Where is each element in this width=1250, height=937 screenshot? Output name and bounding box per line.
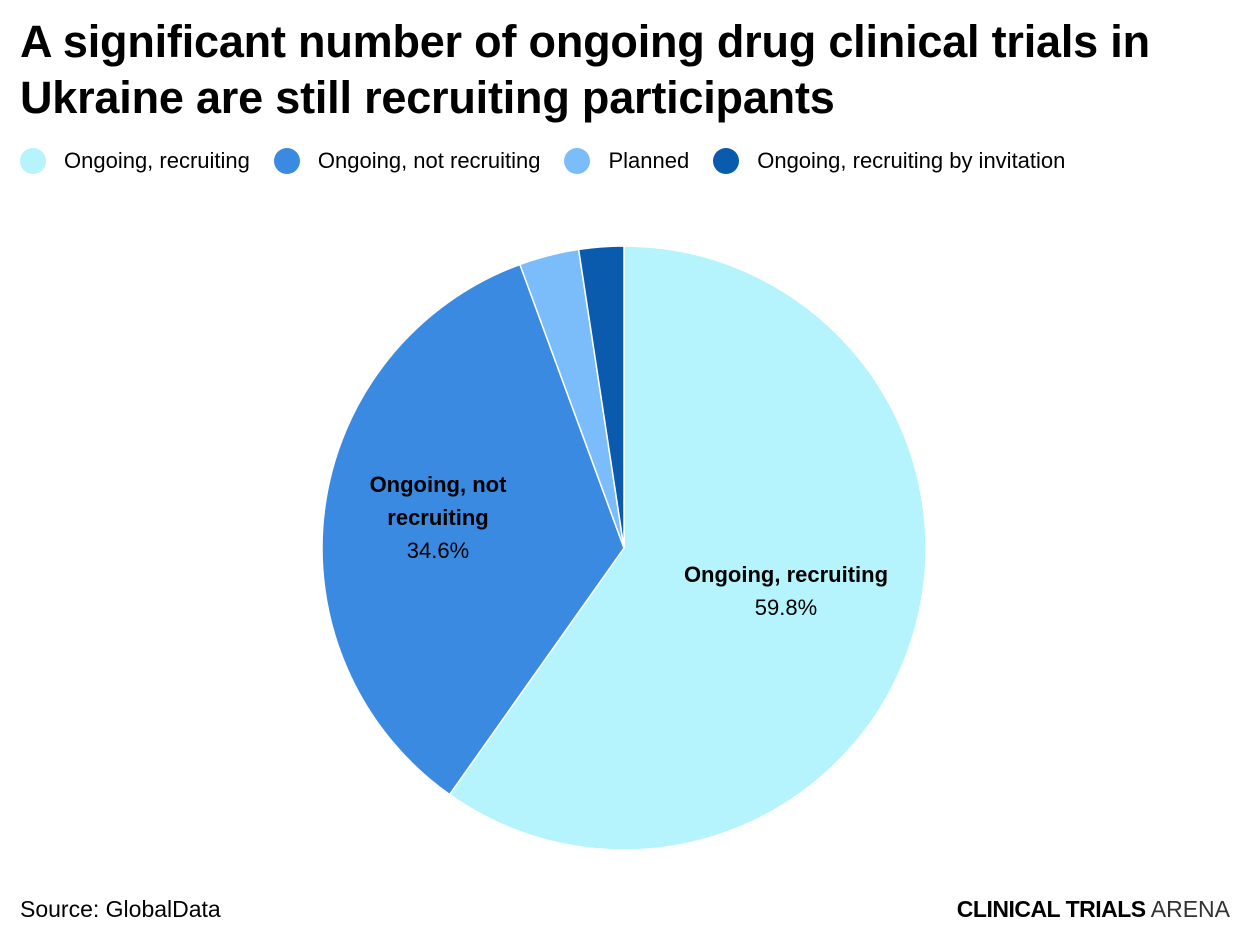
- legend-item: Ongoing, not recruiting: [273, 148, 541, 174]
- pie-slice: [577, 245, 625, 549]
- legend-swatch: [713, 148, 740, 174]
- legend-label: Ongoing, not recruiting: [317, 148, 541, 173]
- legend-label: Planned: [608, 148, 690, 173]
- slice-label: recruiting: [387, 505, 488, 530]
- legend-swatch: [564, 148, 591, 174]
- legend-swatch: [20, 148, 46, 174]
- legend-item: Planned: [564, 148, 689, 174]
- legend-label: Ongoing, recruiting: [64, 148, 250, 173]
- legend-label: Ongoing, recruiting by invitation: [757, 148, 1066, 173]
- chart-title: A significant number of ongoing drug cli…: [20, 16, 1150, 123]
- legend-item: Ongoing, recruiting: [20, 148, 250, 174]
- legend-swatch: [273, 148, 300, 174]
- slice-label: Ongoing, not: [370, 472, 508, 497]
- slice-value: 34.6%: [407, 538, 469, 563]
- pie-slice: [448, 245, 927, 851]
- brand-bold: CLINICAL TRIALS: [956, 896, 1146, 922]
- pie-slice: [321, 263, 625, 796]
- brand-logo: CLINICAL TRIALS ARENA: [957, 896, 1230, 923]
- slice-label: Ongoing, recruiting: [684, 562, 888, 587]
- source-note: Source: GlobalData: [20, 896, 221, 922]
- brand-light: ARENA: [1150, 896, 1230, 922]
- legend: Ongoing, recruiting Ongoing, not recruiti…: [20, 148, 1089, 174]
- slice-value: 59.8%: [755, 595, 817, 620]
- legend-item: Ongoing, recruiting by invitation: [713, 148, 1065, 174]
